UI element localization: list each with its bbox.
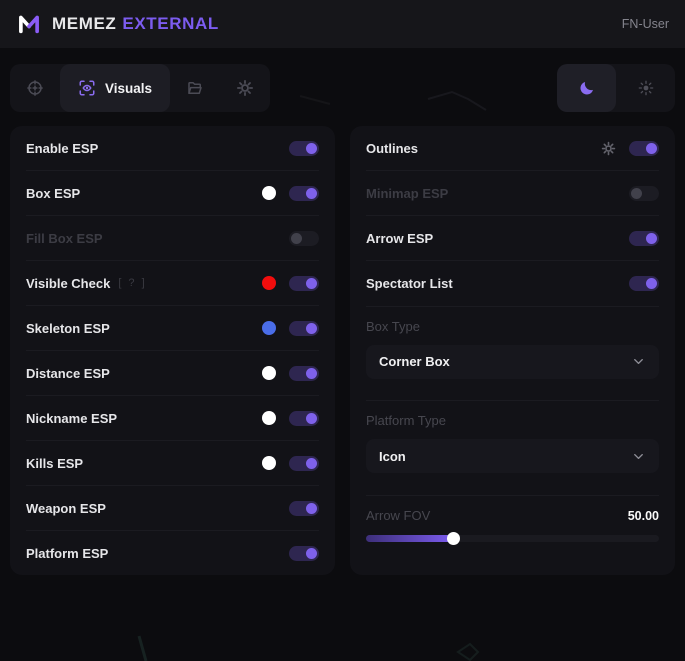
nickname-esp-toggle[interactable] xyxy=(289,410,319,426)
skeleton-esp-toggle[interactable] xyxy=(289,320,319,336)
crosshair-icon xyxy=(26,79,44,97)
row-enable-esp: Enable ESP xyxy=(26,126,319,170)
outlines-settings-gear-icon[interactable] xyxy=(601,141,616,156)
distance-esp-toggle[interactable] xyxy=(289,365,319,381)
tab-visuals-label: Visuals xyxy=(104,80,153,96)
sun-icon xyxy=(638,80,654,96)
row-label: Visible Check xyxy=(26,275,111,291)
platform-type-section: Platform Type Icon xyxy=(366,400,659,495)
row-label: Skeleton ESP xyxy=(26,320,110,336)
theme-dark-button[interactable] xyxy=(557,64,616,112)
arrow-esp-toggle[interactable] xyxy=(629,230,659,246)
arrow-fov-value: 50.00 xyxy=(627,508,659,523)
theme-switch xyxy=(557,64,675,112)
platform-type-select[interactable]: Icon xyxy=(366,439,659,474)
app-title-suffix: EXTERNAL xyxy=(122,14,219,33)
row-label: Minimap ESP xyxy=(366,185,449,201)
distance-esp-color-swatch[interactable] xyxy=(262,366,276,380)
row-box-esp: Box ESP xyxy=(26,170,319,215)
row-label: Arrow ESP xyxy=(366,230,434,246)
toolbar: Visuals xyxy=(0,64,685,112)
box-type-section: Box Type Corner Box xyxy=(366,305,659,401)
eye-scan-icon xyxy=(78,79,96,97)
row-skeleton-esp: Skeleton ESP xyxy=(26,305,319,350)
chevron-down-icon xyxy=(631,354,646,369)
settings-panels: Enable ESP Box ESP Fill Box ESP Visible … xyxy=(0,126,685,575)
brand-logo-icon xyxy=(16,11,42,37)
row-label: Enable ESP xyxy=(26,140,99,156)
arrow-fov-slider-knob[interactable] xyxy=(446,532,460,546)
visible-check-color-swatch[interactable] xyxy=(262,276,276,290)
row-label: Fill Box ESP xyxy=(26,230,103,246)
box-type-value: Corner Box xyxy=(379,354,450,370)
esp-panel-right: Outlines Minimap ESP Arrow ESP xyxy=(350,126,675,575)
outlines-toggle[interactable] xyxy=(629,140,659,156)
kills-esp-color-swatch[interactable] xyxy=(262,456,276,470)
row-label: Nickname ESP xyxy=(26,410,118,426)
row-platform-esp: Platform ESP xyxy=(26,530,319,575)
row-label: Kills ESP xyxy=(26,455,84,471)
arrow-fov-slider-fill xyxy=(366,535,454,543)
tab-settings[interactable] xyxy=(220,64,270,112)
tab-bar: Visuals xyxy=(10,64,270,112)
moon-icon xyxy=(578,79,596,97)
row-weapon-esp: Weapon ESP xyxy=(26,485,319,530)
minimap-esp-toggle[interactable] xyxy=(629,185,659,201)
box-esp-color-swatch[interactable] xyxy=(262,186,276,200)
row-fill-box-esp: Fill Box ESP xyxy=(26,215,319,260)
box-esp-toggle[interactable] xyxy=(289,185,319,201)
weapon-esp-toggle[interactable] xyxy=(289,500,319,516)
app-title-main: MEMEZ xyxy=(52,14,117,33)
row-nickname-esp: Nickname ESP xyxy=(26,395,319,440)
row-visible-check: Visible Check [ ? ] xyxy=(26,260,319,305)
gear-icon xyxy=(236,79,254,97)
platform-esp-toggle[interactable] xyxy=(289,545,319,561)
row-label: Outlines xyxy=(366,140,419,156)
row-spectator-list: Spectator List xyxy=(366,260,659,305)
box-type-select[interactable]: Corner Box xyxy=(366,344,659,379)
tab-configs[interactable] xyxy=(170,64,220,112)
row-minimap-esp: Minimap ESP xyxy=(366,170,659,215)
row-outlines: Outlines xyxy=(366,126,659,170)
row-kills-esp: Kills ESP xyxy=(26,440,319,485)
platform-type-value: Icon xyxy=(379,448,406,464)
esp-panel-left: Enable ESP Box ESP Fill Box ESP Visible … xyxy=(10,126,335,575)
row-distance-esp: Distance ESP xyxy=(26,350,319,395)
arrow-fov-section: Arrow FOV 50.00 xyxy=(366,495,659,575)
arrow-fov-label: Arrow FOV xyxy=(366,508,431,524)
right-toggle-rows: Outlines Minimap ESP Arrow ESP xyxy=(366,126,659,306)
tab-visuals[interactable]: Visuals xyxy=(60,64,170,112)
arrow-fov-slider[interactable] xyxy=(366,532,659,546)
app-header: MEMEZ EXTERNAL FN-User xyxy=(0,0,685,48)
visible-check-toggle[interactable] xyxy=(289,275,319,291)
chevron-down-icon xyxy=(631,449,646,464)
platform-type-label: Platform Type xyxy=(366,413,446,429)
theme-light-button[interactable] xyxy=(616,64,675,112)
enable-esp-toggle[interactable] xyxy=(289,140,319,156)
row-label: Platform ESP xyxy=(26,545,109,561)
row-label: Spectator List xyxy=(366,275,453,291)
app-title: MEMEZ EXTERNAL xyxy=(52,14,219,34)
row-label: Weapon ESP xyxy=(26,500,106,516)
kills-esp-toggle[interactable] xyxy=(289,455,319,471)
spectator-list-toggle[interactable] xyxy=(629,275,659,291)
tab-aimbot[interactable] xyxy=(10,64,60,112)
folder-icon xyxy=(186,79,204,97)
visible-check-hint: [ ? ] xyxy=(118,277,147,289)
row-arrow-esp: Arrow ESP xyxy=(366,215,659,260)
skeleton-esp-color-swatch[interactable] xyxy=(262,321,276,335)
row-label: Box ESP xyxy=(26,185,81,201)
row-label: Distance ESP xyxy=(26,365,110,381)
nickname-esp-color-swatch[interactable] xyxy=(262,411,276,425)
username-label: FN-User xyxy=(621,17,669,31)
box-type-label: Box Type xyxy=(366,318,420,334)
fill-box-esp-toggle[interactable] xyxy=(289,230,319,246)
